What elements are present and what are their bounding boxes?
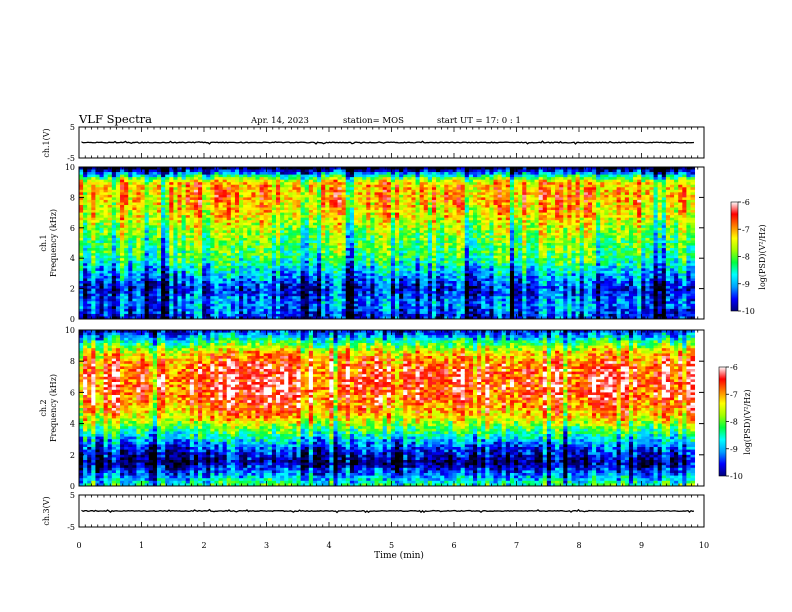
wave3-ytick-label: -5 — [67, 523, 75, 532]
wave1-ytick-label: -5 — [67, 154, 75, 163]
ch3-waveform-ylabel: ch.3(V) — [42, 496, 51, 525]
colorbar-tick-label: -7 — [730, 390, 738, 399]
colorbar-tick-label: -10 — [730, 472, 743, 481]
time-tick-label: 4 — [326, 541, 331, 550]
spec1-ytick-label: 8 — [70, 193, 75, 202]
colorbar-tick-label: -6 — [730, 363, 738, 372]
ch1-spectrogram-image — [79, 167, 696, 320]
time-tick-label: 0 — [76, 541, 81, 550]
time-tick-label: 9 — [639, 541, 644, 550]
ch2-colorbar-label: log(PSD)(V²/Hz) — [743, 389, 752, 454]
time-tick-label: 2 — [201, 541, 206, 550]
time-tick-label: 10 — [699, 541, 709, 550]
ch2-colorbar-gradient — [718, 366, 727, 477]
colorbar-tick-label: -9 — [742, 280, 750, 289]
figure-start-time: start UT = 17: 0 : 1 — [437, 116, 521, 126]
spec2-ytick-label: 10 — [65, 326, 75, 335]
ch1-colorbar: -6 -7 -8 -9 -10 log(PSD)(V²/Hz) — [730, 198, 767, 316]
ch1-spectrogram-ylabel-channel: ch.1 — [39, 234, 48, 251]
time-tick-label: 8 — [576, 541, 581, 550]
ch1-waveform-ylabel: ch.1(V) — [42, 128, 51, 157]
spec1-ytick-label: 2 — [70, 285, 75, 294]
spec2-ytick-label: 6 — [70, 388, 75, 397]
time-tick-label: 6 — [451, 541, 456, 550]
ch1-spectrogram-panel: 0 2 4 6 8 10 ch.1 Frequency (kHz) — [39, 163, 705, 324]
colorbar-tick-label: -9 — [730, 445, 738, 454]
ch1-waveform-trace — [81, 140, 695, 145]
time-tick-label: 5 — [389, 541, 394, 550]
ch2-colorbar: -6 -7 -8 -9 -10 log(PSD)(V²/Hz) — [718, 363, 752, 481]
ch2-spectrogram-ylabel-channel: ch.2 — [39, 399, 48, 416]
colorbar-tick-label: -6 — [742, 198, 750, 207]
spec2-ytick-label: 8 — [70, 357, 75, 366]
colorbar-tick-label: -7 — [742, 225, 750, 234]
ch2-spectrogram-panel: 0 2 4 6 8 10 ch.2 Frequency (kHz) — [39, 326, 705, 491]
spec2-ytick-label: 4 — [70, 420, 75, 429]
time-tick-label: 1 — [139, 541, 144, 550]
time-axis-ticks — [78, 127, 705, 527]
figure-station: station= MOS — [343, 116, 404, 126]
spec1-ytick-label: 6 — [70, 224, 75, 233]
colorbar-tick-label: -8 — [730, 418, 738, 427]
colorbar-tick-label: -10 — [742, 307, 755, 316]
colorbar-tick-label: -8 — [742, 253, 750, 262]
time-tick-label: 3 — [264, 541, 269, 550]
spec1-ytick-label: 10 — [65, 163, 75, 172]
ch1-colorbar-label: log(PSD)(V²/Hz) — [758, 224, 767, 289]
wave3-ytick-label: 5 — [70, 491, 75, 500]
figure-title: VLF Spectra — [78, 112, 152, 126]
ch3-waveform-trace — [81, 508, 695, 514]
spec2-ytick-label: 2 — [70, 451, 75, 460]
spec1-ytick-label: 0 — [70, 315, 75, 324]
ch2-spectrogram-image — [79, 330, 696, 487]
figure-date: Apr. 14, 2023 — [250, 116, 309, 126]
ch2-spectrogram-ylabel-frequency: Frequency (kHz) — [49, 374, 58, 442]
spec1-ytick-label: 4 — [70, 254, 75, 263]
wave1-ytick-label: 5 — [70, 123, 75, 132]
spec2-ytick-label: 0 — [70, 482, 75, 491]
time-axis-labels: 0 1 2 3 4 5 6 7 8 9 10 — [76, 541, 709, 550]
time-tick-label: 7 — [514, 541, 519, 550]
ch1-colorbar-gradient — [730, 201, 739, 312]
ch1-spectrogram-ylabel-frequency: Frequency (kHz) — [49, 209, 58, 277]
time-axis-title: Time (min) — [374, 550, 424, 561]
